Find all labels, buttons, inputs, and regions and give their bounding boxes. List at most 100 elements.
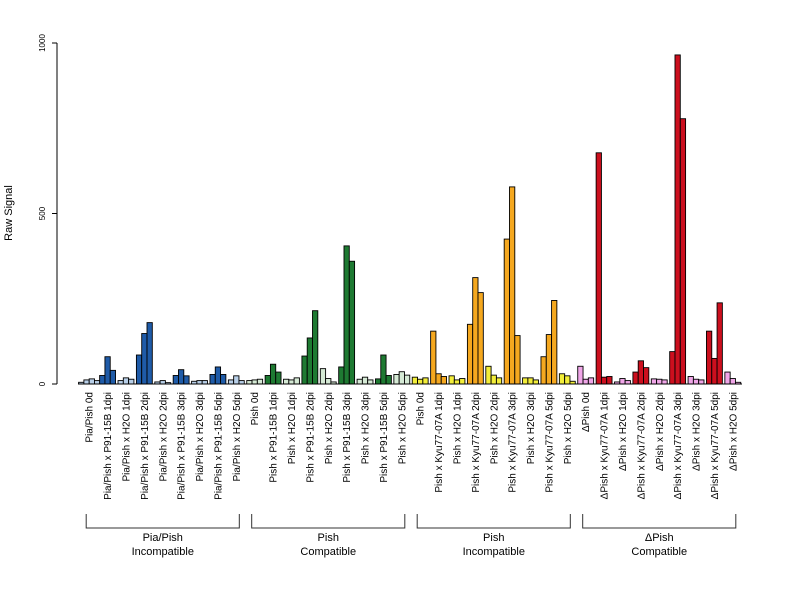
bar	[600, 376, 608, 385]
category-label: Pia/Pish x H2O 1dpi	[121, 392, 132, 482]
bar	[577, 365, 584, 385]
category-label: ΔPish x H2O 3dpi	[692, 392, 703, 471]
category-label: Pish x Kyu77-07A 1dpi	[434, 392, 445, 493]
bar	[656, 378, 663, 385]
bar	[564, 375, 571, 385]
category-label: Pish x P91-15B 1dpi	[269, 392, 280, 483]
bar	[522, 377, 529, 385]
bar	[135, 354, 143, 385]
bar	[440, 376, 447, 385]
bar	[348, 260, 356, 385]
bar	[306, 337, 313, 385]
group-label-line2: Compatible	[631, 546, 687, 558]
bar	[430, 330, 437, 385]
category-label: Pish x H2O 3dpi	[361, 392, 372, 464]
bar	[711, 357, 718, 385]
y-axis: 0 500 1000	[38, 34, 58, 386]
category-label: Pia/Pish x H2O 5dpi	[232, 392, 243, 482]
bar	[385, 375, 392, 385]
bar	[669, 351, 676, 385]
category-label: Pish x P91-15B 3dpi	[342, 392, 353, 483]
bar	[196, 380, 203, 385]
bar	[214, 366, 222, 385]
category-label: Pia/Pish x H2O 3dpi	[195, 392, 206, 482]
bar	[319, 368, 327, 385]
bar	[532, 379, 539, 385]
category-label: Pish x H2O 5dpi	[563, 392, 574, 464]
y-axis-title: Raw Signal	[3, 185, 15, 241]
y-tick-label: 0	[38, 381, 47, 386]
group-label-line1: Pish	[483, 532, 504, 544]
category-label: ΔPish x H2O 2dpi	[655, 392, 666, 471]
category-label: Pish x H2O 5dpi	[397, 392, 408, 464]
bar	[256, 378, 264, 385]
category-label: Pish x H2O 3dpi	[526, 392, 537, 464]
category-labels: Pia/Pish 0d Pia/Pish x P91-15B 1dpi Pia/Pi…	[85, 392, 740, 500]
bar	[269, 363, 277, 385]
bar	[367, 379, 374, 385]
category-label: Pia/Pish x H2O 2dpi	[158, 392, 169, 482]
bar	[99, 375, 106, 385]
bar	[551, 300, 558, 385]
bar	[301, 355, 308, 385]
group-bracket	[582, 514, 737, 529]
bar	[264, 375, 271, 385]
bar	[338, 366, 345, 385]
category-label: Pish 0d	[416, 392, 427, 425]
group-label-line1: ΔPish	[645, 532, 674, 544]
category-label: ΔPish x Kyu77-07A 3dpi	[673, 392, 684, 499]
bar	[558, 373, 566, 385]
bar	[692, 378, 700, 385]
group-bracket	[416, 514, 571, 529]
bar	[624, 380, 631, 385]
category-label: Pish 0d	[250, 392, 261, 425]
bar	[117, 380, 124, 385]
bar	[183, 375, 190, 385]
bar	[459, 378, 466, 385]
bar	[141, 333, 148, 385]
bar	[361, 376, 369, 385]
category-label: Pia/Pish x P91-15B 2dpi	[140, 392, 151, 500]
group-label-line1: Pish	[318, 532, 339, 544]
category-label: Pish x Kyu77-07A 5dpi	[544, 392, 555, 493]
category-label: Pish x Kyu77-07A 2dpi	[471, 392, 482, 493]
bar	[453, 379, 461, 385]
bar	[698, 379, 705, 385]
bar	[312, 310, 319, 385]
bar	[595, 152, 602, 385]
bar	[637, 360, 644, 385]
category-label: Pish x H2O 1dpi	[452, 392, 463, 464]
group-bracket	[85, 514, 240, 529]
category-label: ΔPish x H2O 5dpi	[728, 392, 739, 471]
category-label: Pia/Pish 0d	[85, 392, 96, 443]
bar	[398, 371, 405, 385]
category-label: ΔPish x Kyu77-07A 1dpi	[600, 392, 611, 499]
category-label: Pish x H2O 2dpi	[489, 392, 500, 464]
category-label: Pish x Kyu77-07A 3dpi	[508, 392, 519, 493]
category-label: Pish x P91-15B 2dpi	[305, 392, 316, 483]
category-label: ΔPish 0d	[581, 392, 592, 432]
category-label: Pish x H2O 2dpi	[324, 392, 335, 464]
group-label-line2: Compatible	[300, 546, 356, 558]
bar	[650, 378, 658, 385]
bar	[729, 378, 736, 385]
bar	[343, 245, 350, 385]
bar	[661, 379, 668, 385]
bar	[466, 323, 474, 385]
bar	[283, 378, 290, 385]
group-brackets: Pia/Pish Incompatible Pish Compatible Pish In…	[85, 514, 737, 558]
bar	[687, 376, 694, 385]
bar	[288, 379, 295, 385]
y-tick-label: 500	[38, 206, 47, 220]
bar	[495, 377, 503, 385]
bar	[251, 379, 258, 385]
category-label: Pia/Pish x P91-15B 5dpi	[213, 392, 224, 500]
bar	[509, 186, 516, 385]
group-label-line2: Incompatible	[132, 546, 194, 558]
bar	[435, 373, 442, 385]
category-label: ΔPish x Kyu77-07A 2dpi	[636, 392, 647, 499]
category-label: ΔPish x Kyu77-07A 5dpi	[710, 392, 721, 499]
bar	[674, 54, 681, 385]
bar	[632, 371, 639, 385]
bar	[393, 374, 400, 385]
